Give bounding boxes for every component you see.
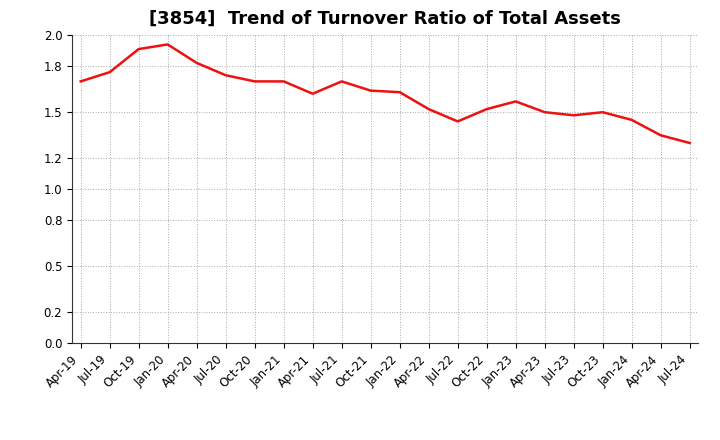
Title: [3854]  Trend of Turnover Ratio of Total Assets: [3854] Trend of Turnover Ratio of Total …: [149, 10, 621, 28]
